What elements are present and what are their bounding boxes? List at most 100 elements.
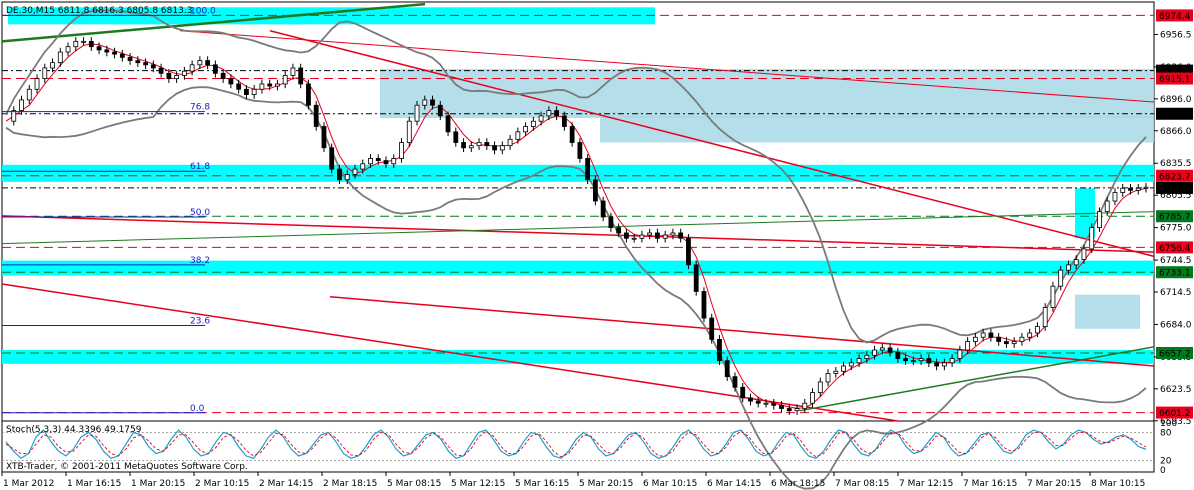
price-tag-box-2 bbox=[1156, 72, 1193, 85]
candle-body bbox=[73, 40, 79, 48]
candle-body bbox=[972, 336, 978, 342]
candle-body bbox=[1089, 227, 1095, 250]
candle-body bbox=[88, 40, 94, 48]
candle-body bbox=[724, 360, 730, 378]
x-tick-label: 2 Mar 14:15 bbox=[259, 479, 313, 489]
candle-body bbox=[1058, 269, 1064, 287]
candle-body bbox=[717, 338, 722, 362]
candle-body bbox=[430, 99, 435, 106]
candle-body bbox=[1104, 200, 1110, 213]
candle-body bbox=[577, 142, 583, 159]
candle-body bbox=[437, 104, 443, 117]
candle-body bbox=[934, 362, 940, 367]
stoch-k-line bbox=[5, 429, 1147, 460]
x-tick-label: 7 Mar 08:15 bbox=[835, 479, 889, 489]
candle-body bbox=[57, 51, 63, 64]
candle-body bbox=[1081, 248, 1087, 260]
candle-body bbox=[290, 67, 296, 76]
bollinger-band-layer bbox=[5, 9, 1147, 490]
candle-body bbox=[1112, 192, 1118, 202]
candle-body bbox=[321, 126, 327, 149]
price-tag-4: 6823.7 bbox=[1159, 172, 1191, 182]
candle-body bbox=[267, 83, 273, 87]
candle-body bbox=[1050, 285, 1056, 308]
trendline-1 bbox=[1, 215, 1155, 253]
price-tag-box-10 bbox=[1156, 406, 1193, 419]
candle-body bbox=[313, 104, 319, 127]
candle-body bbox=[910, 360, 916, 363]
candle-body bbox=[445, 115, 451, 133]
candle-body bbox=[569, 126, 575, 143]
trendline-3 bbox=[269, 30, 1155, 258]
candle-body bbox=[592, 179, 598, 202]
candle-body bbox=[11, 110, 17, 122]
candle-body bbox=[26, 88, 32, 101]
candle-body bbox=[484, 142, 490, 147]
candle-body bbox=[507, 138, 513, 147]
candle-body bbox=[802, 402, 808, 409]
candle-body bbox=[996, 336, 1002, 342]
bollinger-lower bbox=[5, 86, 1147, 490]
candle-body bbox=[771, 402, 777, 406]
candle-body bbox=[1004, 341, 1009, 345]
price-tag-box-3 bbox=[1156, 107, 1193, 120]
candle-body bbox=[1128, 187, 1133, 191]
candle-body bbox=[275, 83, 280, 87]
price-tag-3: 6882.0 bbox=[1159, 110, 1191, 120]
zone-5 bbox=[600, 115, 1154, 143]
trendline-4 bbox=[179, 30, 1155, 103]
candle-body bbox=[701, 291, 707, 319]
candle-body bbox=[546, 110, 552, 117]
candle-body bbox=[647, 232, 653, 236]
copyright-text: XTB-Trader, © 2001-2011 MetaQuotes Softw… bbox=[6, 462, 248, 472]
candle-body bbox=[841, 365, 846, 372]
candle-body bbox=[763, 402, 769, 405]
price-tag-box-7 bbox=[1156, 241, 1193, 254]
candle-body bbox=[1042, 307, 1048, 327]
candle-body bbox=[670, 232, 676, 236]
stochastic-label: Stoch(5,3,3) 44.3396 49.1759 bbox=[6, 425, 142, 435]
candle-body bbox=[856, 358, 862, 364]
candle-body bbox=[150, 64, 156, 69]
candle-body bbox=[158, 67, 164, 74]
x-tick-label: 5 Mar 16:15 bbox=[515, 479, 569, 489]
price-tag-6: 6785.7 bbox=[1159, 213, 1191, 223]
x-tick-label: 6 Mar 14:15 bbox=[707, 479, 761, 489]
fib-label-5: 23.6 bbox=[190, 317, 210, 327]
stoch-y-tick: 100 bbox=[1160, 419, 1177, 429]
y-tick-label: 6775.0 bbox=[1160, 224, 1192, 234]
candle-body bbox=[926, 358, 932, 364]
y-tick-label: 6956.5 bbox=[1160, 30, 1192, 40]
candle-body bbox=[779, 404, 784, 409]
y-tick-label: 6744.5 bbox=[1160, 256, 1192, 266]
x-tick-label: 7 Mar 16:15 bbox=[963, 479, 1017, 489]
candle-body bbox=[50, 62, 55, 69]
x-tick-label: 5 Mar 20:15 bbox=[579, 479, 633, 489]
candle-body bbox=[616, 227, 622, 234]
candle-body bbox=[1073, 259, 1079, 266]
candle-layer bbox=[11, 37, 1149, 415]
candle-body bbox=[181, 70, 187, 76]
candle-body bbox=[244, 88, 249, 95]
candle-body bbox=[251, 88, 257, 95]
y-tick-label: 6805.5 bbox=[1160, 191, 1192, 201]
price-tag-7: 6756.4 bbox=[1159, 244, 1191, 254]
candle-body bbox=[678, 232, 684, 239]
candle-body bbox=[833, 370, 839, 374]
candle-body bbox=[639, 234, 645, 239]
x-tick-label: 7 Mar 20:15 bbox=[1027, 479, 1081, 489]
fib-label-1: 76.8 bbox=[190, 103, 210, 113]
trendline-0 bbox=[1, 2, 426, 43]
chart-title: DE.30,M15 6811.8 6816.3 6805.8 6813.3 bbox=[6, 6, 192, 16]
candle-body bbox=[344, 174, 350, 181]
candle-body bbox=[949, 358, 955, 364]
candle-body bbox=[306, 83, 311, 106]
bollinger-upper bbox=[5, 9, 1147, 344]
candle-body bbox=[1135, 187, 1141, 191]
candle-body bbox=[468, 145, 474, 149]
candle-body bbox=[848, 362, 854, 367]
price-tag-1: 6922.5 bbox=[1159, 67, 1191, 77]
candle-body bbox=[1066, 264, 1071, 271]
candle-body bbox=[740, 386, 746, 399]
